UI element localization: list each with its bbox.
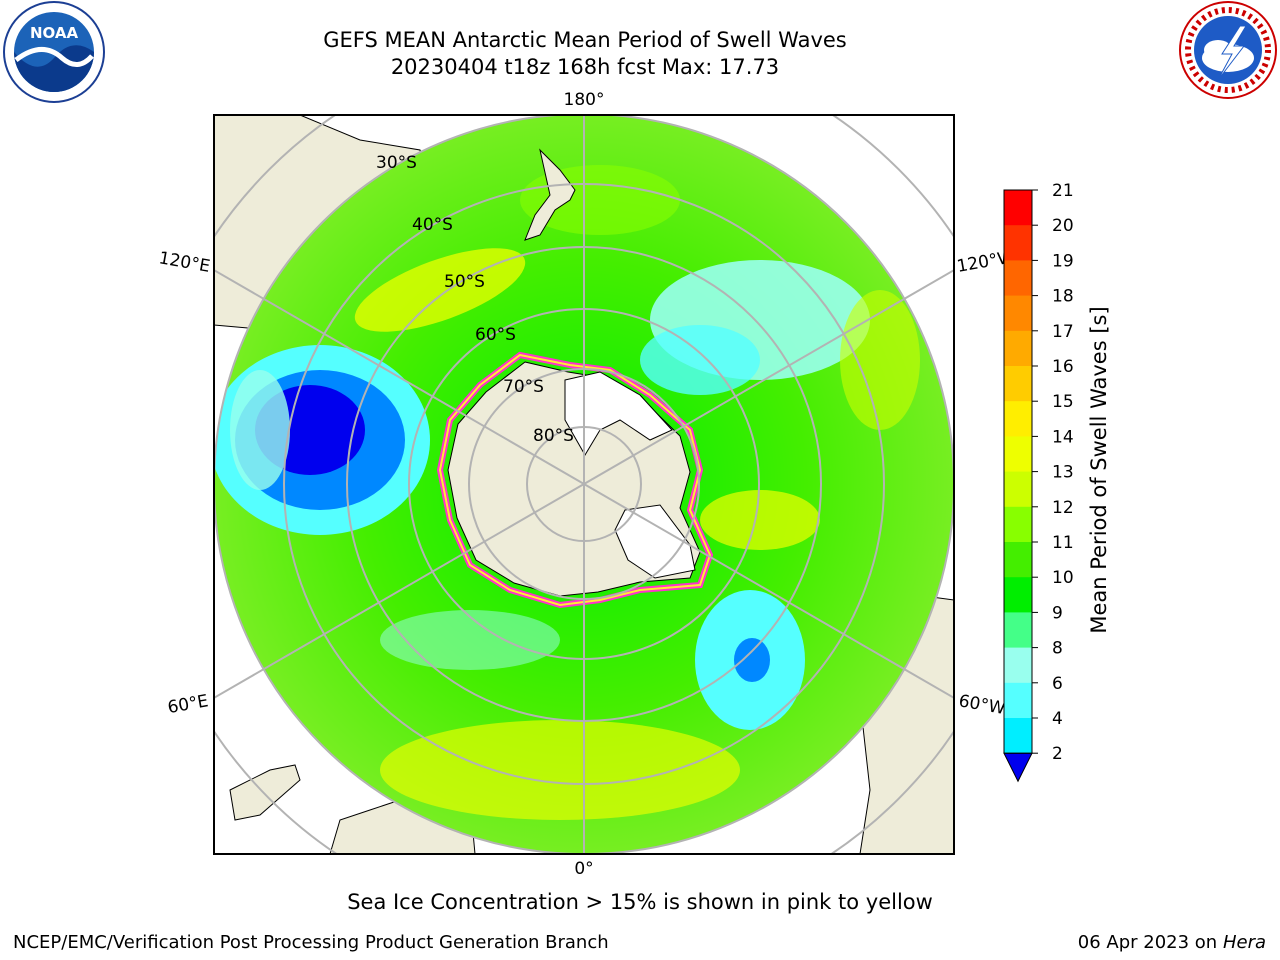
colorbar-segment (1004, 542, 1032, 578)
lat-label-80s: 80°S (533, 426, 574, 446)
footer-branch: NCEP/EMC/Verification Post Processing Pr… (13, 932, 609, 953)
colorbar-segment (1004, 718, 1032, 754)
ice-shelf-weddell (614, 504, 696, 579)
noaa-logo: NOAA (3, 1, 105, 103)
sea-ice-caption: Sea Ice Concentration > 15% is shown in … (347, 890, 933, 914)
colorbar-segment (1004, 401, 1032, 437)
colorbar-tick-label: 19 (1052, 251, 1074, 271)
lat-label-30s: 30°S (376, 153, 417, 173)
colorbar-tick-label: 12 (1052, 498, 1074, 518)
land-madagascar (229, 764, 301, 821)
land-new-zealand (524, 148, 576, 241)
colorbar-tick-label: 11 (1052, 533, 1074, 553)
lat-label-70s: 70°S (503, 377, 544, 397)
lat-label-60s: 60°S (475, 325, 516, 345)
chart-title: GEFS MEAN Antarctic Mean Period of Swell… (323, 28, 847, 52)
colorbar-label: Mean Period of Swell Waves [s] (1087, 306, 1111, 633)
lon-label-60w: 60°W (957, 691, 1007, 719)
lat-label-50s: 50°S (444, 272, 485, 292)
ice-shelf-ross (564, 371, 673, 456)
noaa-logo-text: NOAA (30, 24, 79, 42)
map-area (214, 115, 954, 854)
lat-label-40s: 40°S (412, 215, 453, 235)
colorbar-segment (1004, 225, 1032, 261)
colorbar-tick-label: 2 (1052, 744, 1063, 764)
colorbar-tick-label: 6 (1052, 674, 1063, 694)
lon-label-0: 0° (574, 859, 593, 879)
colorbar-segment (1004, 647, 1032, 684)
colorbar-segment (1004, 682, 1032, 719)
lon-label-60e: 60°E (166, 691, 210, 718)
colorbar-tick-label: 13 (1052, 463, 1074, 483)
colorbar-tick-label: 17 (1052, 322, 1074, 342)
footer-date-text: 06 Apr 2023 on (1077, 932, 1223, 953)
colorbar-segment (1004, 366, 1032, 402)
colorbar-tick-label: 4 (1052, 709, 1063, 729)
colorbar-tick-label: 15 (1052, 392, 1074, 412)
colorbar-segment (1004, 471, 1032, 508)
colorbar-tick-label: 21 (1052, 181, 1074, 201)
lon-label-120e: 120°E (157, 248, 211, 277)
colorbar-segment (1004, 577, 1032, 613)
colorbar-segment (1004, 260, 1032, 297)
colorbar-segment (1004, 612, 1032, 649)
colorbar-segment (1004, 436, 1032, 473)
map-frame (213, 114, 955, 855)
nws-logo (1179, 1, 1277, 99)
colorbar-tick-label: 10 (1052, 568, 1074, 588)
footer-date: 06 Apr 2023 on Hera (1078, 932, 1266, 953)
colorbar-segment (1004, 330, 1032, 367)
graticule (214, 115, 954, 854)
colorbar-segment (1004, 506, 1032, 543)
footer-host: Hera (1222, 932, 1266, 953)
colorbar-tick-label: 8 (1052, 639, 1063, 659)
lon-label-180: 180° (564, 90, 605, 110)
colorbar-tick-label: 20 (1052, 216, 1074, 236)
colorbar: 21 20 19 18 17 16 15 14 13 12 11 10 9 8 6 4 2 (1003, 181, 1074, 783)
colorbar-tick-label: 18 (1052, 287, 1074, 307)
colorbar-segment (1004, 295, 1032, 332)
colorbar-tick-label: 16 (1052, 357, 1074, 377)
colorbar-tick-label: 14 (1052, 427, 1074, 447)
colorbar-tick-label: 9 (1052, 603, 1063, 623)
colorbar-segment (1004, 190, 1032, 226)
colorbar-extend-arrow (1003, 752, 1033, 783)
chart-subtitle: 20230404 t18z 168h fcst Max: 17.73 (390, 55, 780, 79)
